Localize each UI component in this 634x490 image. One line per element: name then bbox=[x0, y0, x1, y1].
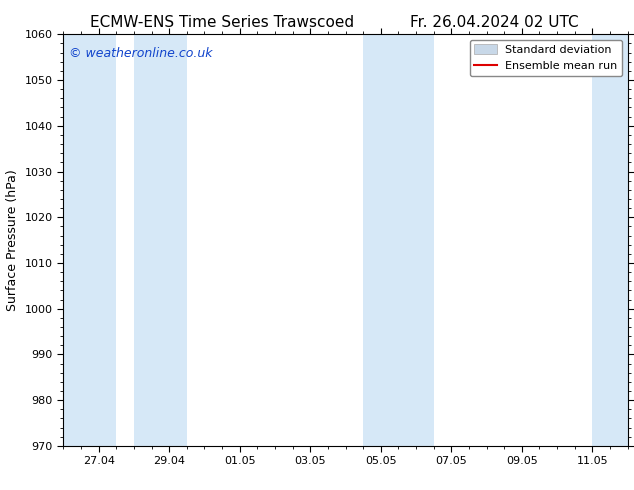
Bar bbox=[63, 34, 116, 446]
Text: Fr. 26.04.2024 02 UTC: Fr. 26.04.2024 02 UTC bbox=[410, 15, 579, 30]
Text: © weatheronline.co.uk: © weatheronline.co.uk bbox=[69, 47, 212, 60]
Bar bbox=[134, 34, 187, 446]
Bar bbox=[592, 34, 628, 446]
Text: ECMW-ENS Time Series Trawscoed: ECMW-ENS Time Series Trawscoed bbox=[90, 15, 354, 30]
Bar bbox=[363, 34, 434, 446]
Legend: Standard deviation, Ensemble mean run: Standard deviation, Ensemble mean run bbox=[470, 40, 622, 76]
Y-axis label: Surface Pressure (hPa): Surface Pressure (hPa) bbox=[6, 169, 19, 311]
